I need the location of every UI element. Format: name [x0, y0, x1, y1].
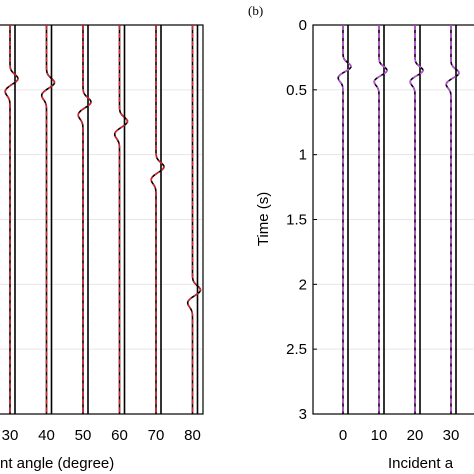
trace-30	[445, 25, 460, 414]
trace-dashed-overlay	[4, 25, 19, 414]
y-tick-label: 2.5	[286, 341, 307, 358]
panel-b-traces	[337, 25, 460, 414]
trace-50	[77, 25, 92, 414]
x-tick-label: 50	[75, 427, 92, 444]
panel-a: 30 40 50 60 70 80 nt angle (degree)	[0, 24, 204, 472]
trace-0	[337, 25, 352, 414]
trace-dashed-overlay	[113, 25, 129, 414]
y-tick-label: 1	[299, 147, 307, 164]
trace-dashed-overlay	[445, 25, 460, 414]
trace-10	[373, 25, 388, 414]
trace-dashed-overlay	[186, 25, 202, 414]
trace-80	[186, 25, 202, 414]
trace-dashed-overlay	[77, 25, 92, 414]
y-tick-label: 3	[299, 406, 307, 423]
x-tick-label: 70	[148, 427, 165, 444]
trace-dashed-overlay	[409, 25, 424, 414]
x-tick-label: 60	[111, 427, 128, 444]
x-tick-label: 40	[38, 427, 55, 444]
trace-dashed-overlay	[337, 25, 352, 414]
trace-20	[409, 25, 424, 414]
x-tick-label: 80	[184, 427, 201, 444]
x-tick-label: 30	[2, 427, 19, 444]
y-tick-label: 0	[299, 17, 307, 34]
panel-b-y-ticks: 0 0.5 1 1.5 2 2.5 3	[286, 17, 317, 423]
y-tick-label: 0.5	[286, 82, 307, 99]
panel-b-x-ticks: 0 10 20 30	[339, 427, 460, 444]
trace-30	[4, 25, 19, 414]
panel-b-gridlines	[313, 89, 474, 350]
panel-a-axes-box	[0, 24, 204, 415]
panel-a-gridlines	[0, 89, 203, 350]
trace-dashed-overlay	[150, 25, 165, 414]
panel-a-traces	[4, 25, 202, 414]
panel-a-x-axis-label: nt angle (degree)	[0, 455, 114, 472]
y-tick-label: 1.5	[286, 212, 307, 229]
panel-b-y-axis-label: Time (s)	[255, 192, 272, 246]
panel-b-label: (b)	[248, 3, 263, 18]
trace-70	[150, 25, 165, 414]
trace-dashed-overlay	[373, 25, 388, 414]
y-tick-label: 2	[299, 276, 307, 293]
x-tick-label: 0	[339, 427, 347, 444]
x-tick-label: 20	[407, 427, 424, 444]
panel-a-x-ticks: 30 40 50 60 70 80	[2, 427, 201, 444]
x-tick-label: 30	[443, 427, 460, 444]
panel-b-x-axis-label: Incident a	[388, 455, 454, 472]
trace-60	[113, 25, 129, 414]
panel-b: (b) 0 10 20 30 0 0.5 1 1.5 2 2.5 3 Time (s) Incid…	[248, 3, 474, 472]
trace-dashed-overlay	[40, 25, 56, 414]
x-tick-label: 10	[371, 427, 388, 444]
trace-40	[40, 25, 56, 414]
